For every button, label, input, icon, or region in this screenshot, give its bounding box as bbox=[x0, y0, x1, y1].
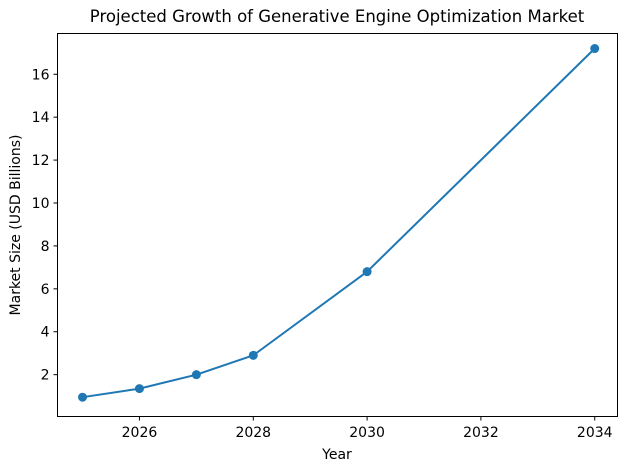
chart-title: Projected Growth of Generative Engine Op… bbox=[90, 7, 585, 26]
data-line bbox=[81, 47, 596, 399]
x-tick-label: 2030 bbox=[349, 425, 385, 441]
y-tick-label: 14 bbox=[32, 110, 50, 126]
y-tick-label: 2 bbox=[41, 368, 50, 384]
y-tick-label: 12 bbox=[32, 153, 50, 169]
y-axis-label: Market Size (USD Billions) bbox=[8, 135, 24, 316]
plot-area: 2026 2028 2030 2032 2034 2 4 6 8 10 12 14 16 bbox=[32, 33, 618, 441]
y-tick-label: 8 bbox=[41, 239, 50, 255]
axes-spines bbox=[57, 33, 618, 417]
data-point-marker bbox=[590, 44, 600, 54]
y-tick-label: 6 bbox=[41, 282, 50, 298]
data-point-marker bbox=[191, 370, 201, 380]
y-tick-label: 16 bbox=[32, 67, 50, 83]
y-tick-label: 4 bbox=[41, 325, 50, 341]
data-point-marker bbox=[248, 350, 258, 360]
x-tick-label: 2028 bbox=[235, 425, 271, 441]
x-tick-label: 2032 bbox=[463, 425, 499, 441]
data-point-marker bbox=[134, 384, 144, 394]
data-point-marker bbox=[78, 392, 88, 402]
x-tick-label: 2034 bbox=[577, 425, 613, 441]
y-tick-label: 10 bbox=[32, 196, 50, 212]
data-point-marker bbox=[362, 267, 372, 277]
x-axis-label: Year bbox=[321, 447, 352, 463]
x-tick-label: 2026 bbox=[122, 425, 158, 441]
